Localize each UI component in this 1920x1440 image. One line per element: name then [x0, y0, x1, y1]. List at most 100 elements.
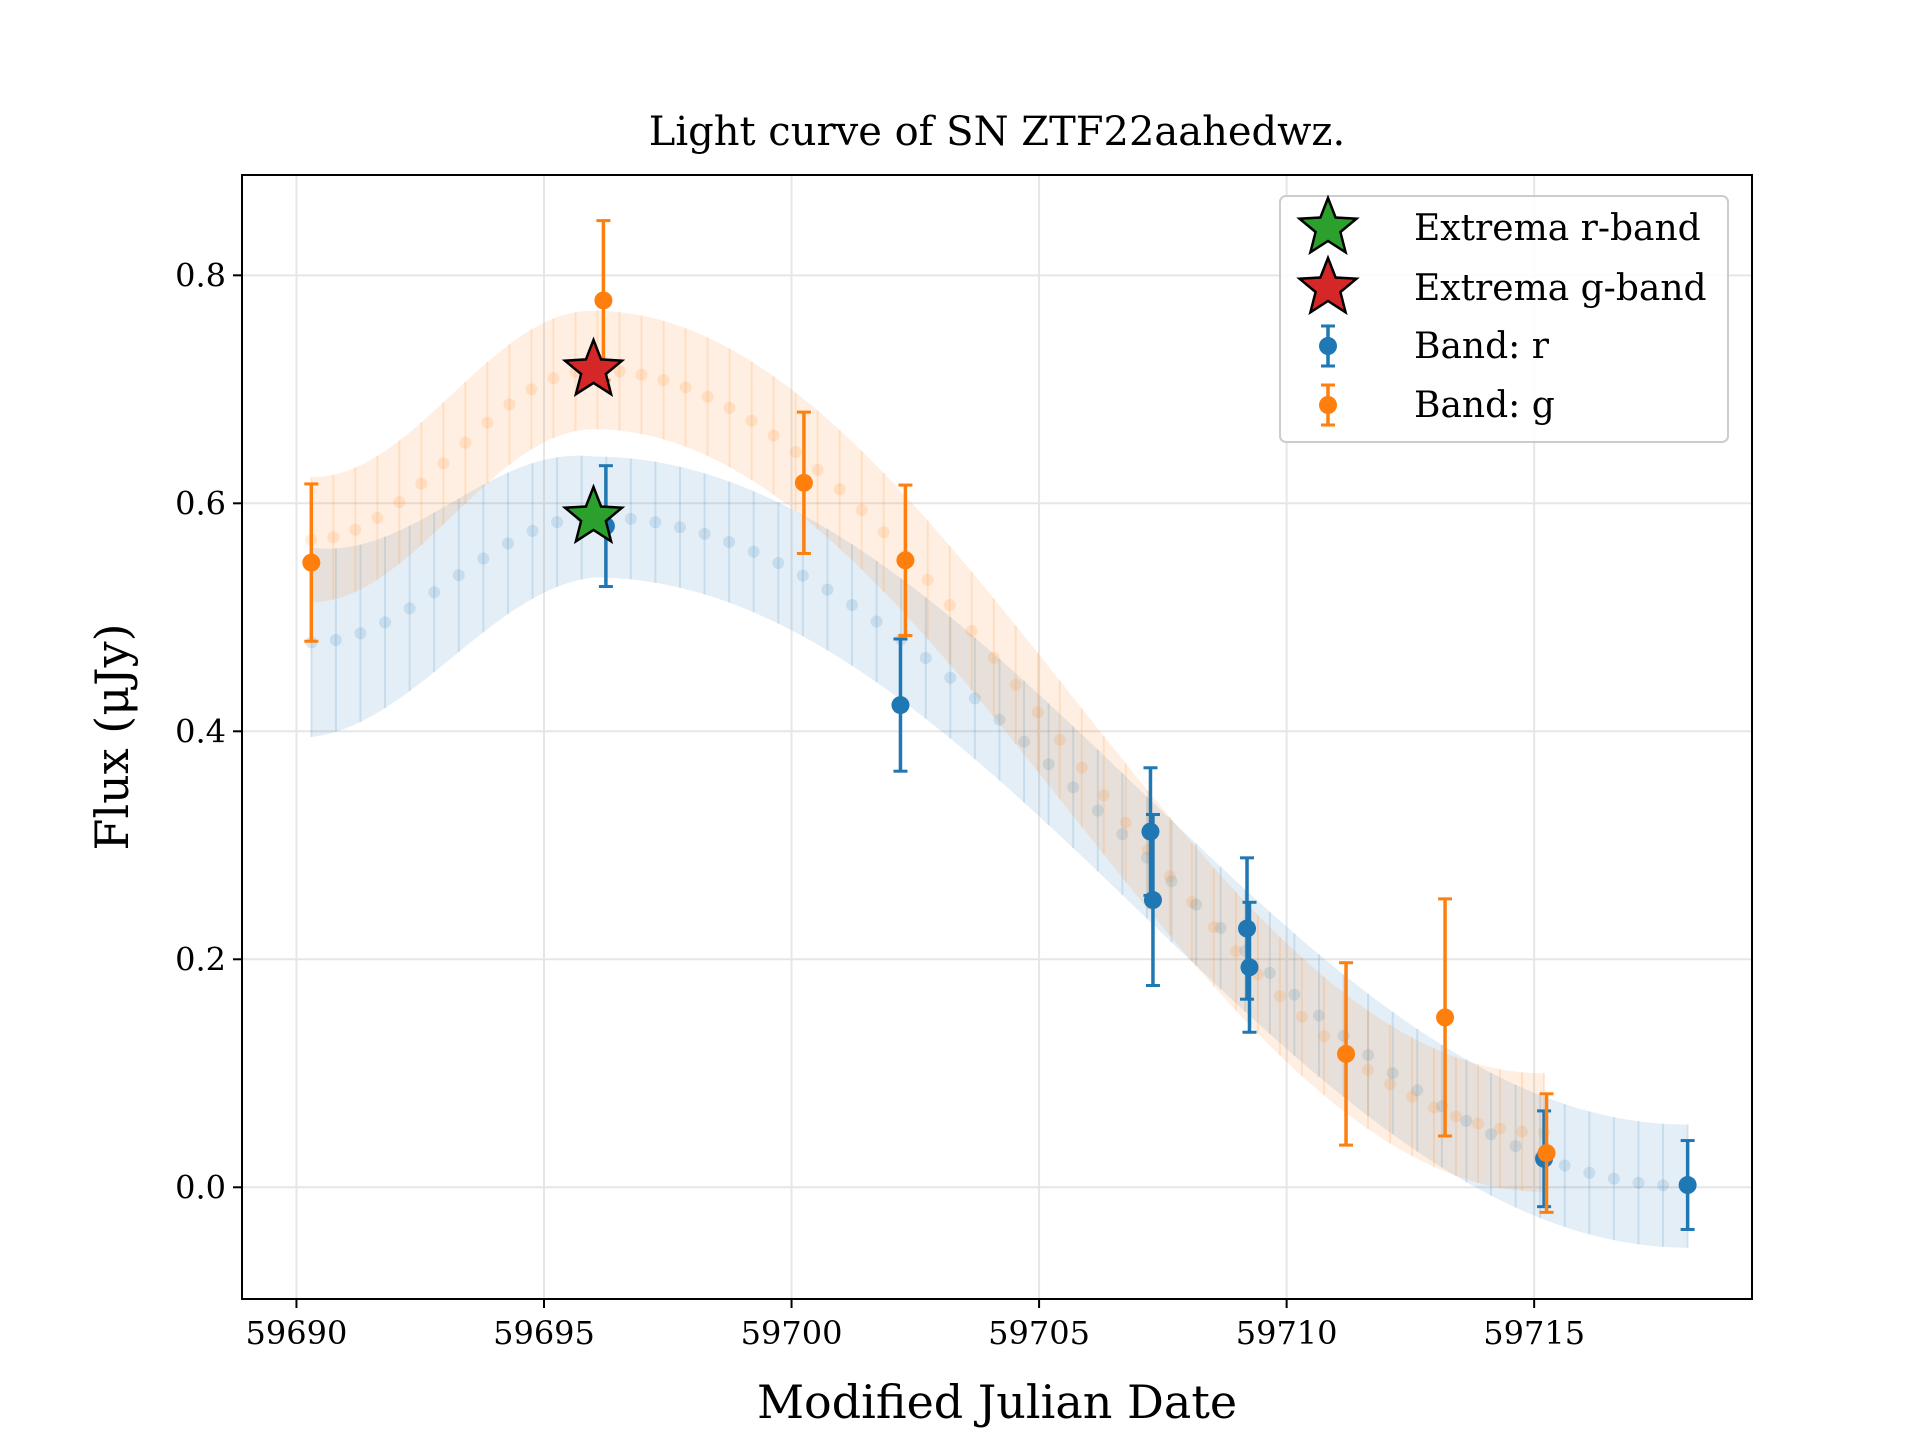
- data-point: [1337, 1044, 1356, 1063]
- model-point-g: [921, 573, 934, 586]
- model-point-g: [1405, 1090, 1418, 1103]
- model-point-g: [965, 625, 978, 638]
- model-point-g: [525, 383, 538, 396]
- extrema-star-g: [561, 336, 626, 397]
- legend-point-marker: [1319, 396, 1337, 414]
- model-point-g: [1163, 870, 1176, 883]
- model-point-r: [772, 556, 785, 569]
- model-point-r: [796, 569, 809, 582]
- model-point-g: [855, 504, 868, 517]
- data-point: [302, 553, 321, 572]
- data-point: [891, 696, 910, 715]
- model-point-g: [393, 496, 406, 509]
- plot-frame: [241, 174, 1753, 1300]
- model-point-r: [1288, 988, 1301, 1001]
- model-point-r: [1411, 1084, 1424, 1097]
- model-point-r: [1509, 1140, 1522, 1153]
- model-point-g: [1097, 789, 1110, 802]
- legend-star-marker: [1296, 254, 1360, 316]
- model-point-r: [747, 545, 760, 558]
- model-point-g: [1472, 1117, 1485, 1130]
- model-point-r: [452, 569, 465, 582]
- y-axis-label: Flux (μJy): [85, 623, 139, 850]
- model-point-r: [698, 527, 711, 540]
- model-point-g: [987, 651, 1000, 664]
- model-point-r: [1214, 921, 1227, 934]
- legend-point-marker: [1319, 337, 1337, 355]
- model-point-g: [657, 374, 670, 387]
- model-point-r: [821, 583, 834, 596]
- legend-label-band-g: Band: g: [1414, 385, 1555, 426]
- legend-markers: [1296, 194, 1360, 427]
- model-point-r: [428, 586, 441, 599]
- model-point-r: [477, 552, 490, 565]
- model-point-r: [1386, 1067, 1399, 1080]
- x-tick-label: 59705: [988, 1314, 1090, 1352]
- extrema-star-r: [561, 483, 626, 545]
- model-point-g: [1361, 1063, 1374, 1076]
- model-point-r: [501, 537, 514, 550]
- model-point-g: [701, 390, 714, 403]
- model-point-g: [1207, 921, 1220, 934]
- model-point-g: [1450, 1110, 1463, 1123]
- data-point: [594, 291, 613, 310]
- model-point-g: [745, 414, 758, 427]
- model-point-r: [1485, 1128, 1498, 1141]
- model-point-g: [767, 429, 780, 442]
- y-tick-label: 0.0: [175, 1168, 226, 1206]
- model-point-r: [919, 652, 932, 665]
- model-point-g: [613, 365, 626, 378]
- model-point-g: [1119, 816, 1132, 829]
- model-point-g: [547, 372, 560, 385]
- model-point-g: [1053, 733, 1066, 746]
- model-point-r: [846, 598, 859, 611]
- model-point-g: [1185, 896, 1198, 909]
- model-point-r: [329, 634, 342, 647]
- model-point-r: [1042, 758, 1055, 771]
- model-point-g: [1031, 706, 1044, 719]
- x-axis-label: Modified Julian Date: [757, 1375, 1237, 1429]
- data-point: [1141, 822, 1160, 841]
- model-point-r: [1607, 1172, 1620, 1185]
- x-tick-label: 59690: [246, 1314, 348, 1352]
- data-point: [1240, 958, 1259, 977]
- model-point-g: [349, 523, 362, 536]
- x-tick-label: 59710: [1236, 1314, 1338, 1352]
- model-point-g: [1494, 1122, 1507, 1135]
- model-point-r: [723, 536, 736, 549]
- model-point-g: [459, 436, 472, 449]
- model-point-r: [649, 516, 662, 529]
- y-tick-label: 0.6: [175, 484, 226, 522]
- data-point: [1436, 1008, 1455, 1027]
- model-point-g: [1383, 1078, 1396, 1091]
- model-point-g: [1273, 990, 1286, 1003]
- model-point-g: [1009, 678, 1022, 691]
- model-point-g: [789, 445, 802, 458]
- model-point-r: [1558, 1159, 1571, 1172]
- model-point-r: [673, 521, 686, 534]
- y-tick-label: 0.8: [175, 256, 226, 294]
- model-point-r: [551, 516, 564, 529]
- model-point-g: [1075, 761, 1088, 774]
- x-tick-label: 59700: [741, 1314, 843, 1352]
- model-point-g: [723, 401, 736, 414]
- model-point-r: [1091, 804, 1104, 817]
- model-point-g: [503, 398, 516, 411]
- model-point-g: [327, 531, 340, 544]
- data-point: [794, 473, 813, 492]
- x-tick-label: 59695: [493, 1314, 595, 1352]
- model-point-r: [1312, 1009, 1325, 1022]
- model-point-r: [944, 671, 957, 684]
- model-point-r: [1632, 1176, 1645, 1189]
- data-point: [1678, 1176, 1697, 1195]
- legend-label-extrema-r: Extrema r-band: [1414, 208, 1701, 249]
- axis-ticks: 59690 59695 59700 59705 59710 59715 0.0 0.2 0.4 0…: [175, 256, 1585, 1352]
- model-point-r: [1583, 1166, 1596, 1179]
- legend-star-marker: [1296, 194, 1360, 256]
- model-point-g: [415, 477, 428, 490]
- model-point-r: [1116, 828, 1129, 841]
- model-point-g: [811, 463, 824, 476]
- model-point-r: [526, 524, 539, 537]
- model-point-r: [403, 602, 416, 615]
